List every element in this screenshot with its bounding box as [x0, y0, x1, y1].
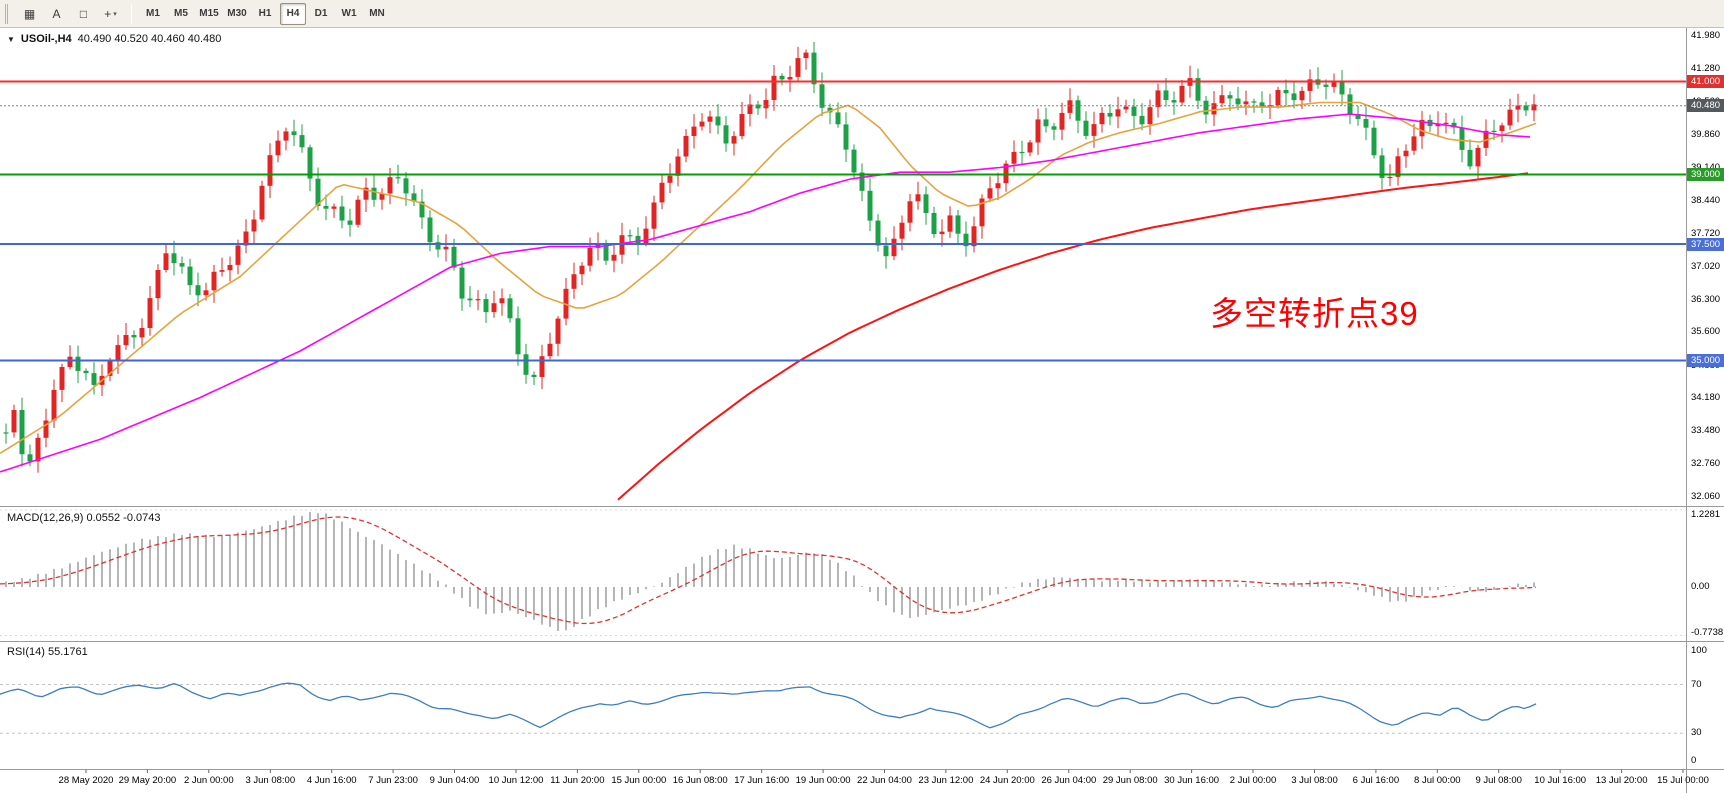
time-axis-label: 7 Jun 23:00	[368, 775, 418, 786]
price-pane-header: ▼ USOil-,H4 40.490 40.520 40.460 40.480	[7, 33, 221, 45]
price-scale-label: 36.300	[1691, 294, 1721, 305]
rsi-scale-label: 30	[1691, 727, 1702, 738]
timeframe-h4-button[interactable]: H4	[280, 2, 306, 25]
chart-text-annotation[interactable]: 多空转折点39	[1210, 295, 1419, 332]
time-axis-label: 22 Jun 04:00	[857, 775, 912, 786]
time-axis-label: 28 May 2020	[58, 775, 114, 786]
time-axis-label: 26 Jun 04:00	[1041, 775, 1097, 786]
macd-indicator-label: MACD(12,26,9) 0.0552 -0.0743	[7, 512, 161, 524]
time-axis-label: 8 Jul 00:00	[1414, 775, 1461, 786]
time-axis-label: 11 Jun 20:00	[550, 775, 605, 786]
macd-scale-label: 1.2281	[1691, 509, 1721, 520]
time-axis-label: 23 Jun 12:00	[918, 775, 974, 786]
timeframe-m30-button[interactable]: M30	[227, 8, 247, 19]
price-badge-39.000: 39.000	[1687, 168, 1724, 181]
time-axis-label: 2 Jun 00:00	[183, 775, 234, 786]
timeframe-d1-button[interactable]: D1	[314, 8, 328, 19]
timeframe-m5-button[interactable]: M5	[174, 8, 188, 19]
time-axis-label: 29 Jun 08:00	[1102, 775, 1158, 786]
symbol-dropdown-caret[interactable]: ▼	[7, 34, 15, 44]
rsi-indicator-label: RSI(14) 55.1761	[7, 646, 88, 658]
price-badge-40.480: 40.480	[1687, 99, 1724, 112]
price-layer	[0, 42, 1537, 501]
price-scale-label: 33.480	[1691, 425, 1721, 436]
macd-layer	[0, 509, 1686, 636]
timeframe-h1-button[interactable]: H1	[258, 8, 272, 19]
time-axis-label: 10 Jun 12:00	[488, 775, 544, 786]
timeframe-toolbar: M1 M5 M15 M30 H1 H4 D1 W1 MN	[139, 2, 391, 25]
time-axis-label: 17 Jun 16:00	[734, 775, 790, 786]
time-axis-label: 24 Jun 20:00	[979, 775, 1035, 786]
rsi-scale-label: 0	[1691, 755, 1697, 766]
chart-ohlc-values: 40.490 40.520 40.460 40.480	[77, 33, 222, 45]
timeframe-m1-button[interactable]: M1	[146, 8, 160, 19]
macd-scale-label: 0.00	[1691, 581, 1710, 592]
time-axis-label: 9 Jun 04:00	[429, 775, 480, 786]
time-axis-label: 3 Jun 08:00	[245, 775, 296, 786]
price-scale-label: 34.180	[1691, 392, 1721, 403]
timeframe-m15-button[interactable]: M15	[199, 8, 219, 19]
time-axis-label: 6 Jul 16:00	[1352, 775, 1400, 786]
price-scale-label: 32.760	[1691, 458, 1721, 469]
toolbar-drag-handle[interactable]	[5, 3, 11, 24]
time-axis-label: 19 Jun 00:00	[795, 775, 851, 786]
price-scale-label: 37.020	[1691, 261, 1721, 272]
timeframe-w1-button[interactable]: W1	[341, 8, 357, 19]
rsi-scale-label: 70	[1691, 679, 1702, 690]
price-badge-35.000: 35.000	[1687, 354, 1724, 367]
top-toolbar: ▦ A □ + ▾ M1 M5 M15 M30 H1 H4 D1 W1 MN	[0, 0, 1724, 28]
chart-symbol-title: USOil-,H4	[20, 33, 72, 45]
timeframe-mn-button[interactable]: MN	[369, 8, 385, 19]
price-scale-label: 35.600	[1691, 326, 1721, 337]
price-scale-label: 39.140	[1691, 162, 1720, 174]
dropdown-caret-icon: ▾	[113, 10, 117, 18]
drawing-tools-group: ▦ A □ + ▾	[16, 3, 124, 25]
crosshair-icon[interactable]: + ▾	[104, 6, 117, 21]
time-axis-label: 2 Jul 00:00	[1229, 775, 1277, 786]
price-scale-label: 32.060	[1691, 491, 1721, 502]
time-axis-label: 3 Jul 08:00	[1291, 775, 1338, 786]
price-scale-label: 38.440	[1691, 195, 1721, 206]
time-axis-label: 4 Jun 16:00	[306, 775, 357, 786]
time-axis-label: 13 Jul 20:00	[1595, 775, 1648, 786]
price-scale-label: 37.720	[1691, 228, 1721, 239]
time-axis-label: 16 Jun 08:00	[672, 775, 728, 786]
text-label-icon[interactable]: A	[52, 6, 61, 21]
price-badge-41.000: 41.000	[1687, 75, 1724, 88]
chart-windows-icon[interactable]: ▦	[23, 6, 36, 21]
price-scale-label: 41.980	[1691, 30, 1721, 41]
price-scale-label: 41.280	[1691, 63, 1721, 74]
rsi-layer	[0, 682, 1686, 734]
price-badge-37.500: 37.500	[1687, 238, 1724, 251]
time-axis-label: 30 Jun 16:00	[1164, 775, 1220, 786]
text-box-icon[interactable]: □	[79, 6, 88, 21]
time-axis-label: 29 May 20:00	[118, 775, 177, 786]
time-axis-label: 10 Jul 16:00	[1534, 775, 1587, 786]
macd-scale-label: -0.7738	[1691, 627, 1724, 638]
time-axis-label: 9 Jul 08:00	[1475, 775, 1522, 786]
price-scale-label: 39.860	[1691, 129, 1721, 140]
toolbar-separator	[131, 3, 132, 24]
time-axis-label: 15 Jun 00:00	[611, 775, 667, 786]
rsi-scale-label: 100	[1691, 645, 1707, 656]
time-axis-label: 15 Jul 00:00	[1657, 775, 1709, 786]
